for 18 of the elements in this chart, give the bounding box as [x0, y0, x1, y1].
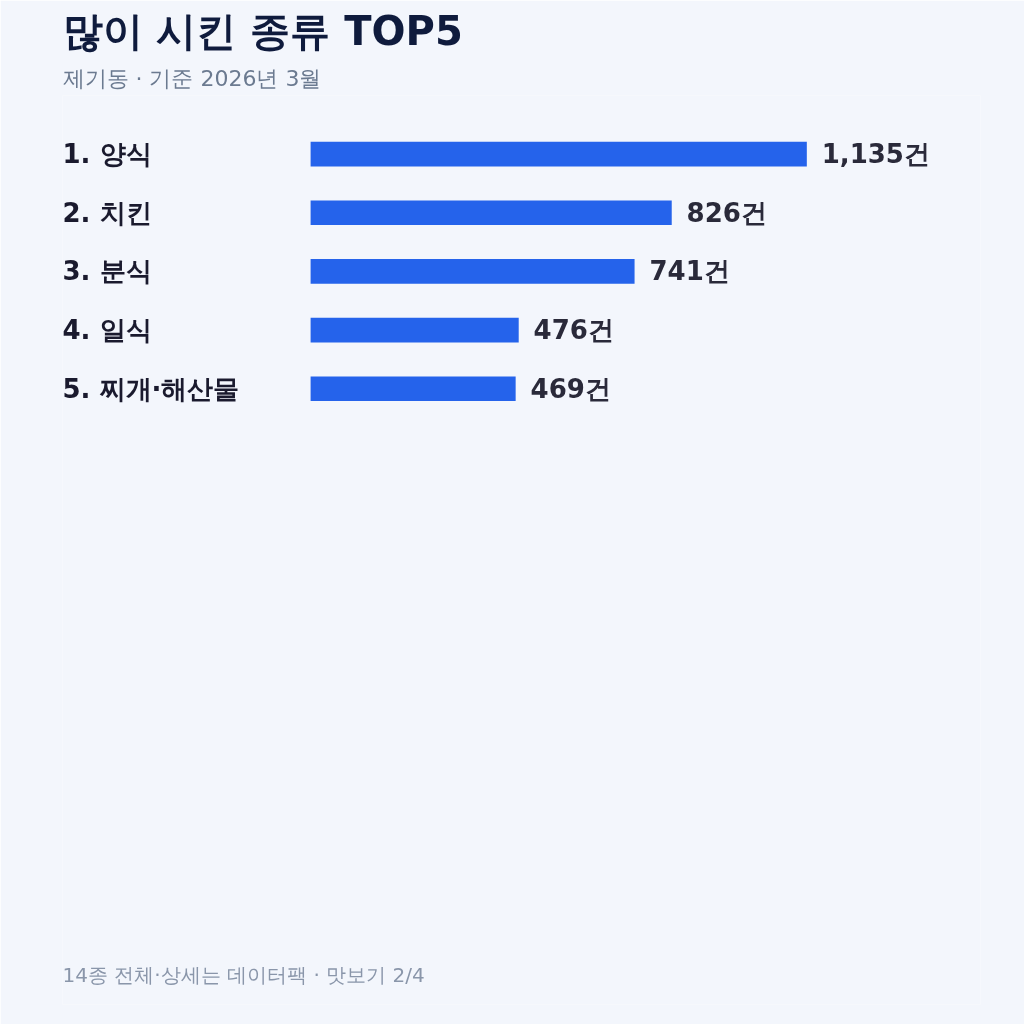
bar: [310, 259, 635, 284]
y-tick-label: 4. 일식: [62, 315, 152, 346]
data-label: 826건: [686, 197, 767, 228]
data-label: 469건: [530, 373, 611, 404]
y-tick-label: 2. 치킨: [62, 197, 152, 228]
bar: [310, 376, 516, 402]
data-label: 741건: [649, 256, 730, 287]
bar: [310, 317, 519, 343]
data-label: 476건: [533, 315, 614, 346]
text: 14종 전체·상세는 데이터팩 · 맛보기 2/4: [62, 963, 425, 988]
chart-subtitle: 제기동 · 기준 2026년 3월: [62, 65, 322, 91]
y-tick-label: 3. 분식: [62, 256, 152, 287]
chart-title: 많이 시킨 종류 TOP5: [62, 7, 463, 54]
y-tick-label: 1. 양식: [62, 139, 152, 170]
bar: [310, 200, 672, 226]
data-label: 1,135건: [821, 139, 930, 170]
y-tick-label: 5. 찌개·해산물: [62, 373, 240, 404]
bar: [310, 141, 807, 167]
